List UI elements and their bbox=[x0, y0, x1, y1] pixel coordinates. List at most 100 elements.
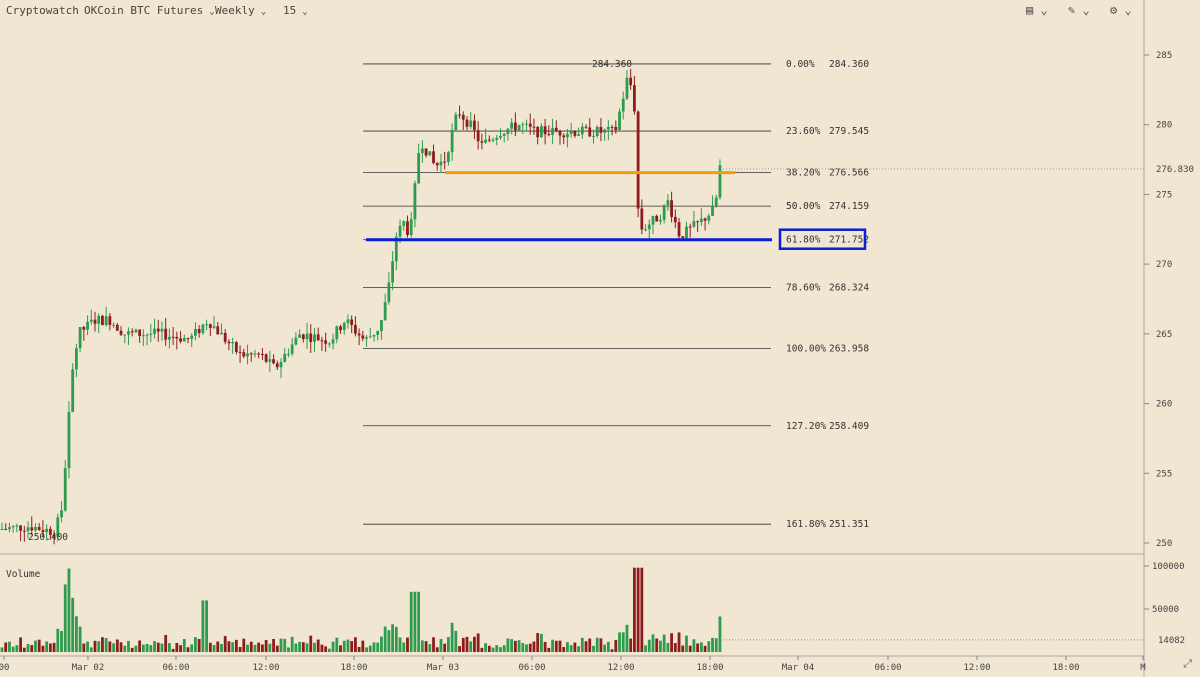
volume-bar bbox=[536, 633, 540, 652]
volume-bar bbox=[164, 634, 168, 652]
price-tick-label: 270 bbox=[1156, 260, 1172, 270]
candle-body bbox=[699, 218, 703, 223]
chevron-down-icon: ⌄ bbox=[209, 7, 215, 17]
low-price-label: 250.400 bbox=[28, 532, 68, 543]
volume-bar bbox=[391, 624, 394, 652]
volume-bar bbox=[101, 637, 104, 652]
candle-body bbox=[707, 215, 711, 221]
candle-body bbox=[37, 526, 41, 530]
candle-body bbox=[469, 120, 473, 127]
volume-bar bbox=[673, 643, 677, 652]
chevron-down-icon: ⌄ bbox=[302, 7, 308, 17]
volume-bar bbox=[175, 643, 179, 652]
volume-bar bbox=[644, 645, 647, 652]
candle-body bbox=[517, 125, 521, 131]
expand-icon[interactable]: ⤢ bbox=[1183, 657, 1192, 670]
candle-body bbox=[346, 319, 350, 323]
volume-bar bbox=[264, 640, 268, 652]
candle-body bbox=[398, 225, 402, 237]
volume-bar bbox=[41, 645, 45, 652]
volume-bar bbox=[275, 645, 279, 652]
candle-body bbox=[34, 526, 37, 531]
volume-bar bbox=[75, 616, 78, 652]
volume-bar bbox=[521, 643, 525, 652]
market-selector[interactable]: OKCoin BTC Futures ⌄ bbox=[84, 4, 215, 17]
current-price-label: 276.830 bbox=[1156, 165, 1194, 175]
volume-bar bbox=[588, 638, 592, 652]
fib-level-price: 274.159 bbox=[829, 201, 869, 212]
volume-bar bbox=[432, 637, 435, 652]
candle-body bbox=[666, 200, 670, 206]
candle-body bbox=[249, 353, 253, 355]
candle-body bbox=[261, 354, 264, 356]
volume-bar bbox=[67, 568, 71, 652]
volume-bar bbox=[629, 638, 633, 652]
drawing-tools-icon[interactable]: ✎ ⌄ bbox=[1068, 3, 1090, 17]
volume-bar bbox=[394, 626, 398, 652]
contract-selector[interactable]: Weekly ⌄ bbox=[215, 4, 266, 17]
candle-body bbox=[123, 334, 127, 336]
volume-bar bbox=[387, 630, 391, 652]
candle-body bbox=[439, 161, 443, 166]
candle-body bbox=[696, 221, 700, 223]
volume-bar bbox=[528, 643, 532, 652]
volume-bar bbox=[599, 638, 603, 652]
candle-body bbox=[141, 335, 145, 337]
volume-bar bbox=[279, 638, 283, 652]
time-tick-label: 00 bbox=[0, 663, 9, 673]
volume-bar bbox=[569, 645, 573, 652]
volume-bar bbox=[692, 639, 696, 652]
candle-body bbox=[212, 326, 216, 328]
candle-body bbox=[30, 527, 34, 531]
candle-body bbox=[681, 236, 685, 239]
candle-body bbox=[621, 98, 625, 112]
time-tick-label: M bbox=[1140, 663, 1146, 673]
volume-bar bbox=[11, 646, 15, 652]
candle-body bbox=[406, 221, 409, 235]
candle-body bbox=[316, 334, 320, 341]
candle-body bbox=[313, 334, 316, 342]
time-tick-label: 12:00 bbox=[963, 663, 990, 673]
volume-bar bbox=[368, 645, 372, 652]
fib-level-percent: 61.80% bbox=[786, 235, 821, 246]
candle-body bbox=[368, 336, 372, 338]
candle-body bbox=[253, 353, 257, 355]
volume-bar bbox=[127, 640, 130, 652]
candle-body bbox=[521, 124, 525, 126]
candle-body bbox=[454, 114, 458, 130]
fib-level-percent: 38.20% bbox=[786, 168, 821, 179]
volume-bar bbox=[525, 644, 528, 652]
candle-body bbox=[692, 221, 696, 227]
settings-icon[interactable]: ⚙ ⌄ bbox=[1110, 3, 1132, 17]
candle-body bbox=[309, 333, 313, 342]
volume-bar bbox=[651, 634, 655, 652]
volume-bar bbox=[473, 636, 476, 652]
volume-bar bbox=[428, 644, 432, 652]
volume-bar bbox=[249, 641, 253, 652]
candle-body bbox=[298, 334, 301, 338]
interval-selector[interactable]: 15 ⌄ bbox=[283, 4, 308, 17]
fib-level-price: 263.958 bbox=[829, 343, 869, 354]
candle-body bbox=[618, 111, 621, 130]
candle-body bbox=[294, 337, 298, 345]
time-tick-label: Mar 04 bbox=[782, 663, 815, 673]
volume-bar bbox=[123, 645, 127, 652]
chart-type-icon[interactable]: ▤ ⌄ bbox=[1026, 3, 1048, 17]
candle-body bbox=[528, 123, 532, 127]
volume-bar bbox=[149, 645, 153, 652]
fib-level-percent: 161.80% bbox=[786, 519, 826, 530]
volume-bar bbox=[261, 644, 264, 652]
volume-bar bbox=[580, 637, 584, 652]
candle-body bbox=[171, 336, 175, 338]
volume-bar bbox=[253, 644, 257, 652]
candle-body bbox=[361, 335, 365, 339]
volume-bar bbox=[298, 641, 301, 652]
volume-bar bbox=[246, 644, 249, 652]
candle-body bbox=[547, 134, 551, 136]
candle-body bbox=[558, 131, 562, 136]
candle-body bbox=[130, 331, 134, 333]
candle-body bbox=[629, 77, 633, 86]
candle-body bbox=[134, 329, 138, 333]
volume-bar bbox=[313, 642, 316, 652]
